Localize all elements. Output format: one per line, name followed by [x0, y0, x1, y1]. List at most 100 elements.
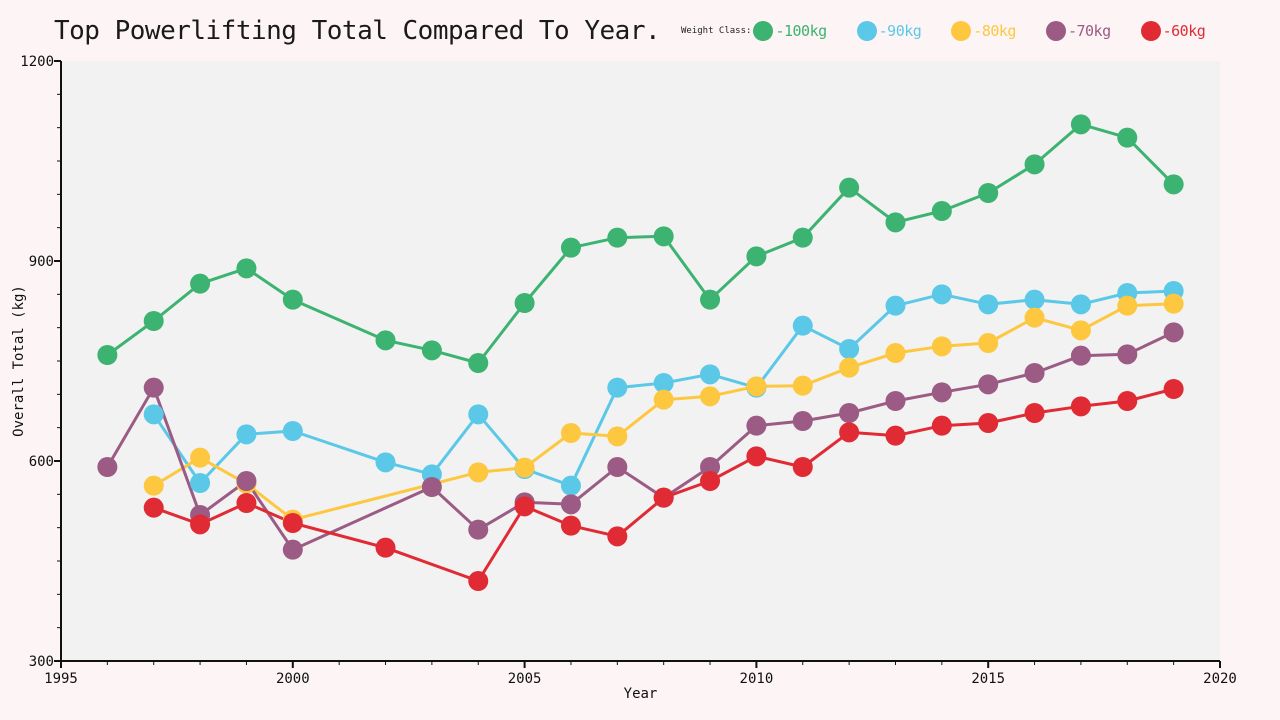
data-point	[746, 246, 767, 267]
data-point	[236, 258, 257, 279]
data-point	[839, 403, 860, 423]
legend-marker	[1140, 21, 1161, 41]
data-point	[839, 339, 860, 359]
x-tick-label: 2015	[971, 671, 1005, 687]
series-line-minus-70kg	[106, 330, 1175, 552]
data-point	[1117, 391, 1138, 411]
data-point	[282, 421, 303, 441]
data-point	[97, 345, 118, 365]
data-point	[607, 377, 628, 398]
data-point	[653, 389, 674, 410]
data-point	[792, 375, 813, 396]
data-point	[1070, 345, 1091, 366]
data-point	[885, 343, 906, 363]
data-point	[792, 227, 813, 248]
data-point	[560, 515, 581, 536]
legend-marker	[856, 21, 877, 41]
data-point	[792, 411, 813, 431]
data-point	[839, 422, 860, 443]
data-point	[1163, 322, 1184, 343]
legend-marker	[951, 21, 972, 41]
data-point	[1117, 295, 1138, 316]
legend: Weight Class: -100kg -90kg -80kg -70kg -60kg	[681, 18, 1235, 44]
data-point	[931, 415, 952, 436]
data-point	[143, 497, 164, 518]
data-point	[885, 391, 906, 411]
legend-item: -70kg	[1045, 21, 1111, 41]
data-point	[746, 415, 767, 436]
data-point	[514, 457, 535, 478]
y-tick-label: 900	[29, 254, 54, 270]
data-point	[560, 494, 581, 515]
data-point	[792, 315, 813, 336]
data-point	[1117, 344, 1138, 365]
data-point	[236, 493, 257, 513]
data-point	[607, 426, 628, 447]
data-point	[1024, 289, 1045, 310]
data-point	[190, 514, 211, 535]
data-point	[607, 526, 628, 547]
data-point	[978, 183, 999, 203]
data-point	[1024, 363, 1045, 383]
legend-item: -60kg	[1140, 21, 1206, 41]
data-point	[978, 294, 999, 315]
data-point	[1070, 396, 1091, 417]
data-point	[468, 404, 489, 425]
data-point	[421, 340, 442, 361]
x-tick-label: 2000	[276, 671, 310, 687]
data-point	[653, 226, 674, 247]
data-point	[700, 457, 721, 477]
data-point	[931, 201, 952, 221]
legend-label: -90kg	[878, 22, 922, 40]
data-point	[190, 273, 211, 294]
data-point	[885, 425, 906, 446]
data-point	[143, 475, 164, 496]
y-axis-label: Overall Total (kg)	[11, 285, 27, 437]
legend-item: -80kg	[951, 21, 1016, 41]
data-point	[1117, 127, 1138, 148]
chart-title: Top Powerlifting Total Compared To Year.	[54, 16, 661, 46]
data-point	[700, 471, 721, 491]
data-point	[97, 457, 118, 477]
x-tick-label: 2020	[1203, 671, 1237, 687]
data-point	[931, 336, 952, 357]
legend-label: -70kg	[1067, 22, 1111, 40]
legend-marker	[1045, 21, 1066, 41]
data-point	[1070, 114, 1091, 135]
data-point	[143, 311, 164, 331]
data-point	[190, 447, 211, 468]
data-point	[282, 539, 303, 560]
x-axis-label: Year	[624, 686, 658, 702]
data-point	[931, 284, 952, 305]
x-tick-label: 1995	[44, 671, 78, 687]
data-point	[236, 471, 257, 491]
legend-label: -100kg	[775, 22, 827, 40]
data-point	[375, 330, 396, 351]
data-point	[746, 376, 767, 397]
x-tick-label: 2005	[508, 671, 542, 687]
data-point	[560, 423, 581, 443]
data-point	[282, 289, 303, 310]
data-point	[792, 457, 813, 477]
data-point	[514, 293, 535, 313]
data-point	[839, 177, 860, 198]
legend-title: Weight Class:	[681, 26, 752, 36]
x-tick-label: 2010	[740, 671, 774, 687]
y-tick-label: 300	[29, 654, 54, 670]
data-point	[375, 452, 396, 473]
data-point	[653, 373, 674, 393]
data-point	[190, 473, 211, 493]
data-point	[607, 457, 628, 477]
data-point	[607, 227, 628, 248]
data-point	[514, 496, 535, 517]
data-point	[1024, 154, 1045, 175]
data-point	[978, 413, 999, 433]
y-tick-label: 600	[29, 454, 54, 470]
data-point	[700, 289, 721, 310]
series-line-minus-90kg	[152, 289, 1174, 488]
data-point	[1024, 403, 1045, 423]
data-point	[282, 513, 303, 533]
data-point	[653, 487, 674, 508]
data-point	[468, 571, 489, 591]
